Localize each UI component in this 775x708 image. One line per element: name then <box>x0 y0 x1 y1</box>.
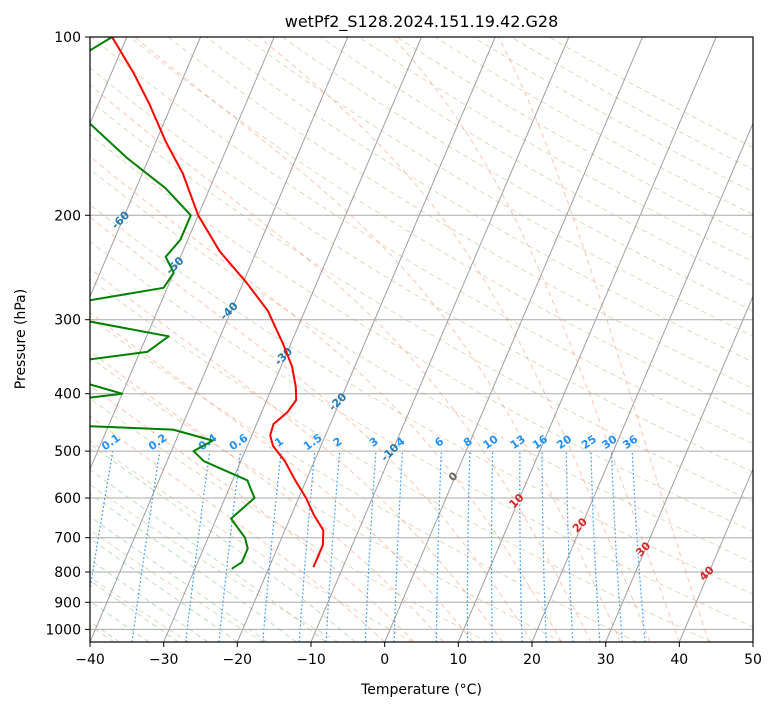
dry-adiabat-line <box>90 484 339 642</box>
moist-adiabat-line <box>90 312 474 642</box>
y-tick-label: 800 <box>54 565 81 581</box>
dewpoint-profile-line <box>90 37 256 570</box>
y-tick-label: 200 <box>54 208 81 224</box>
dry-adiabat-line <box>282 37 753 312</box>
x-tick-label: 0 <box>380 652 389 668</box>
pressure-grid <box>90 37 753 630</box>
y-tick-label: 400 <box>54 387 81 403</box>
moist-adiabat-line <box>90 216 533 642</box>
x-tick-label: 50 <box>744 652 762 668</box>
mixing-ratio-line <box>631 451 646 642</box>
y-tick-label: 600 <box>54 491 81 507</box>
moist-adiabat-line <box>134 37 621 642</box>
dry-adiabat-line <box>90 204 753 595</box>
moist-adiabat-line <box>392 37 680 642</box>
dry-adiabat-line <box>205 37 753 363</box>
mixing-ratio-line <box>262 451 282 642</box>
moist-adiabat-line <box>258 37 651 642</box>
isotherm-line <box>163 37 422 642</box>
dry-adiabat-line <box>90 240 753 628</box>
dry-adiabat-line <box>90 168 753 564</box>
y-tick-label: 900 <box>54 595 81 611</box>
dry-adiabat-line <box>129 37 753 417</box>
isotherm-line <box>236 37 496 642</box>
moist-adiabat-line <box>90 156 562 642</box>
y-tick-label: 300 <box>54 313 81 329</box>
isotherm-line <box>90 37 349 642</box>
x-tick-label: 30 <box>597 652 615 668</box>
y-tick-label: 500 <box>54 444 81 460</box>
y-axis: 100 200 300 400 500 600 700 800 900 1000 <box>45 30 90 638</box>
isotherm-line <box>678 467 753 642</box>
mixing-ratio-line <box>218 451 242 642</box>
x-tick-label: −10 <box>296 652 326 668</box>
moist-adiabat-line <box>90 443 356 642</box>
x-tick-label: 10 <box>449 652 467 668</box>
moist-adiabat-line <box>90 469 327 642</box>
moist-adiabat-line <box>90 558 209 642</box>
moist-adiabat-line <box>90 515 268 642</box>
moist-adiabat-line <box>90 579 179 642</box>
isotherm-line <box>457 37 717 642</box>
y-tick-label: 700 <box>54 531 81 547</box>
x-tick-label: −30 <box>149 652 179 668</box>
isotherm-line <box>90 37 201 298</box>
mixing-ratio-line <box>90 450 114 594</box>
x-tick-label: −20 <box>223 652 253 668</box>
dry-adiabat-line <box>90 133 753 533</box>
isotherm-line <box>531 122 753 642</box>
moist-adiabat-line <box>90 415 386 642</box>
dry-adiabat-line <box>90 397 488 642</box>
y-tick-label: 1000 <box>45 622 81 638</box>
chart-title: wetPf2_S128.2024.151.19.42.G28 <box>285 12 559 32</box>
temperature-profile-line <box>111 37 325 568</box>
x-tick-label: 40 <box>670 652 688 668</box>
x-tick-label: 20 <box>523 652 541 668</box>
isotherm-line <box>384 37 643 642</box>
moist-adiabat-line <box>498 37 710 642</box>
plot-frame <box>89 36 754 643</box>
y-axis-label: Pressure (hPa) <box>13 289 29 389</box>
moist-adiabat-line <box>90 350 444 642</box>
dry-adiabat-line <box>90 67 753 473</box>
isotherm-line <box>310 37 570 642</box>
isotherm-line <box>605 295 753 642</box>
y-tick-label: 100 <box>54 30 81 46</box>
isotherm-line <box>90 37 275 471</box>
mixing-ratio-line <box>185 451 211 642</box>
mixing-ratio-line <box>298 451 316 642</box>
x-axis: −40 −30 −20 −10 0 10 20 30 40 50 <box>75 642 762 668</box>
x-tick-label: −40 <box>75 652 105 668</box>
moist-adiabat-line <box>90 537 238 642</box>
background-lines <box>90 37 753 642</box>
x-axis-label: Temperature (°C) <box>360 682 482 698</box>
moist-adiabat-line <box>90 84 592 642</box>
dry-adiabat-line <box>90 356 563 642</box>
profiles <box>90 37 325 570</box>
